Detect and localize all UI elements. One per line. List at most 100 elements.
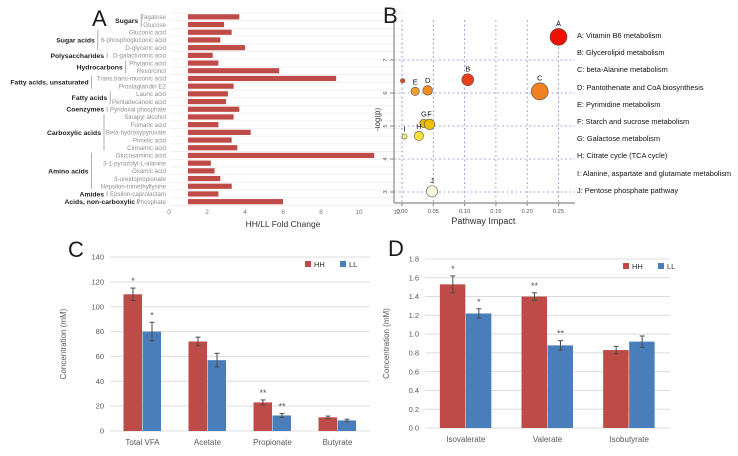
metabolite-label: D-galacturonic acid (113, 53, 167, 60)
fold-change-bar (188, 37, 221, 43)
category-label: Butyrate (323, 438, 353, 447)
significance-marker: * (131, 276, 135, 286)
x-tick-label: 8 (319, 209, 323, 216)
fold-change-bar (188, 91, 228, 97)
legend-series-label: LL (667, 262, 675, 271)
metabolite-label: Pyridoxal phosphate (110, 106, 167, 113)
pathway-bubble-label: H (416, 122, 421, 131)
pathway-bubble-label: F (427, 110, 432, 119)
pathway-bubble (424, 118, 436, 130)
pathway-bubble-label: J (430, 176, 434, 185)
legend-swatch (305, 261, 311, 267)
y-tick-label: 7 (383, 58, 389, 61)
fold-change-bar (188, 14, 240, 20)
metabolite-label: Epsilon-caprolactam (110, 191, 166, 198)
pathway-legend-item: F: Starch and sucrose metabolism (577, 116, 690, 126)
panel-a-label: A (92, 6, 107, 31)
pathway-bubble (414, 130, 424, 141)
pathway-bubble (426, 185, 438, 198)
x-tick-label: 4 (243, 209, 247, 216)
metabolite-label: Phosphate (136, 199, 166, 206)
y-tick-label: 40 (96, 377, 104, 386)
y-axis-label: Concentration (mM) (382, 308, 391, 379)
x-axis-label: HH/LL Fold Change (246, 219, 321, 229)
fold-change-bar (188, 129, 251, 135)
pathway-bubble-label: A (556, 19, 561, 28)
concentration-bar (547, 345, 573, 428)
metabolite-group-label: Amino acids (48, 168, 89, 175)
y-tick-label: 1.8 (409, 255, 419, 264)
metabolite-label: 6-phosphogluconic acid (101, 37, 167, 44)
metabolite-group-label: Amides (80, 191, 105, 198)
legend-swatch (658, 263, 664, 269)
x-tick-label: 6 (281, 209, 285, 216)
fold-change-bar (188, 45, 245, 51)
pathway-legend-item: A: Vitamin B6 metabolism (577, 31, 662, 40)
fold-change-bar (188, 183, 232, 189)
pathway-bubble (461, 73, 475, 87)
concentration-bar (188, 341, 207, 431)
category-label: Acetate (194, 438, 222, 447)
y-tick-label: 0.6 (409, 367, 419, 376)
fold-change-bar (188, 168, 215, 174)
fold-change-bar (188, 98, 226, 105)
panel-a-fold-change-chart: Tagatose Glucose Sugars Gluconic acid 6-phos… (0, 0, 410, 235)
y-tick-label: 3 (383, 190, 389, 193)
pathway-legend-item: I: Alanine, aspartate and glutamate meta… (577, 168, 732, 178)
x-tick-label: 2 (205, 209, 209, 216)
y-tick-label: 100 (91, 302, 104, 311)
pathway-bubble-label: B (465, 64, 470, 73)
metabolite-group-label: Carboxylic acids (47, 130, 101, 137)
metabolite-label: Sinapyl alcohol (124, 114, 166, 121)
fold-change-bar (188, 175, 221, 182)
category-label: Valerate (533, 435, 563, 444)
panel-b-label: B (383, 3, 398, 28)
fold-change-bar (188, 199, 283, 205)
metabolite-label: D-glyceric acid (125, 45, 166, 52)
concentration-bar (142, 331, 161, 431)
concentration-bar (603, 350, 629, 428)
pathway-bubble (400, 78, 406, 84)
pathway-legend-item: H: Citrate cycle (TCA cycle) (577, 151, 668, 161)
metabolite-label: Resorcinol (137, 68, 166, 75)
concentration-bar (318, 417, 337, 431)
concentration-bar (465, 313, 492, 428)
category-label: Total VFA (125, 438, 160, 447)
metabolite-label: Cinnamic acid (127, 145, 166, 152)
y-tick-label: 20 (96, 402, 104, 411)
y-tick-label: 1.6 (409, 273, 419, 282)
pathway-bubble (549, 28, 568, 46)
y-tick-label: 0 (100, 427, 104, 436)
fold-change-bar (188, 122, 219, 128)
fold-change-bar (188, 191, 219, 197)
significance-marker: ** (259, 388, 267, 398)
metabolite-label: Fumaric acid (131, 122, 167, 129)
metabolite-label: 3-ureidopropionate (114, 176, 167, 183)
metabolite-label: Tagatose (141, 14, 167, 21)
metabolite-label: Oxamic acid (132, 168, 167, 175)
chart-svg: 0.00 0.05 0.10 0.15 0.20 0.25 3 4 5 6 7 -log(p) Path… (373, 19, 575, 226)
metabolite-label: Gluconic acid (129, 29, 167, 36)
metabolite-label: Nepsilon-trimethyllysine (101, 183, 167, 190)
metabolite-label: Prostaglandin E2 (119, 83, 167, 90)
significance-marker: ** (557, 329, 565, 339)
fold-change-bar (188, 114, 234, 120)
x-tick-label: 0.00 (396, 209, 407, 215)
y-axis-label: -log(p) (375, 108, 382, 131)
fold-change-bar (188, 145, 238, 151)
concentration-bar (439, 284, 466, 428)
x-tick-label: 12 (393, 209, 401, 216)
pathway-bubble (410, 86, 420, 96)
fold-change-bar (188, 137, 232, 143)
fold-change-bar (188, 83, 234, 89)
fold-change-bar (188, 152, 375, 159)
y-tick-label: 60 (96, 352, 104, 361)
metabolite-group-label: Coenzymes (66, 107, 104, 114)
y-tick-label: 120 (91, 277, 104, 286)
pathway-legend-item: G: Galactose metabolism (577, 134, 660, 144)
pathway-legend-item: J: Pentose phosphate pathway (577, 185, 679, 195)
significance-marker: * (477, 297, 481, 307)
x-tick-label: 0.20 (522, 209, 533, 215)
chart-svg: 0.0 0.2 0.4 0.6 0.8 1.0 1.2 1.4 1.6 1.8 Isovalerat… (382, 255, 675, 444)
